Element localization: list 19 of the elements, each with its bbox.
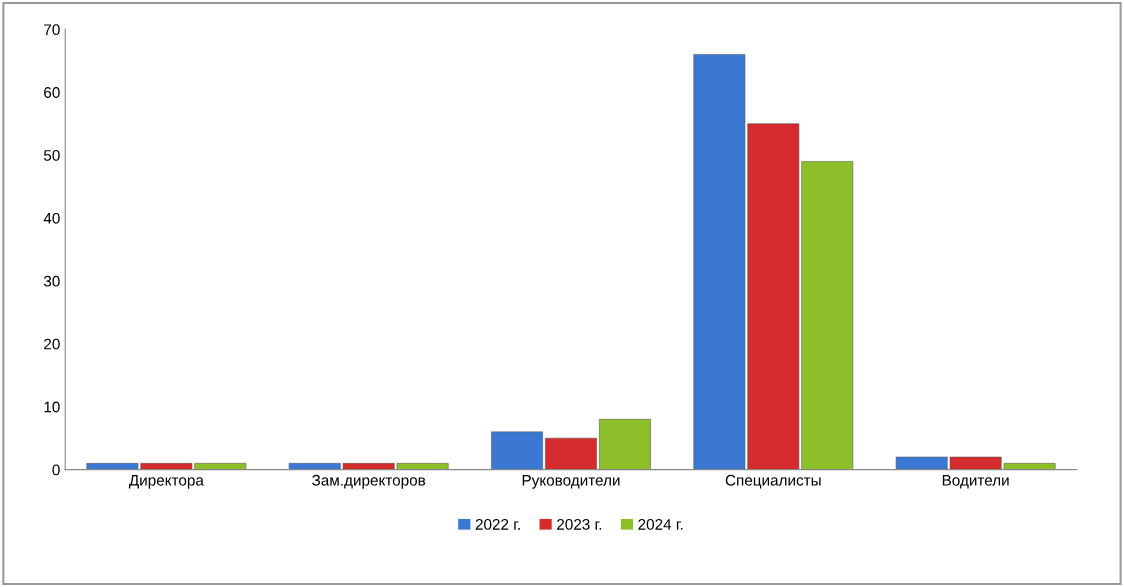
y-tick-label: 40 xyxy=(43,212,60,224)
bar xyxy=(599,419,651,470)
y-tick-label: 0 xyxy=(52,464,60,476)
x-tick-label: Водители xyxy=(942,475,1009,489)
legend-label: 2023 г. xyxy=(557,518,602,530)
y-tick-label: 50 xyxy=(43,150,60,161)
x-tick-label: Специалисты xyxy=(725,474,821,489)
bar xyxy=(545,437,597,470)
y-tick-label: 10 xyxy=(44,401,60,413)
x-tick-label: Зам.директоров xyxy=(312,474,426,489)
legend-label: 2022 г. xyxy=(475,518,520,530)
y-tick-label: 20 xyxy=(44,338,60,350)
legend-label: 2024 г. xyxy=(638,518,683,530)
x-tick-label: Директора xyxy=(128,475,204,489)
x-tick-label: Руководители xyxy=(522,475,620,489)
y-tick-label: 70 xyxy=(44,24,60,36)
y-tick-label: 60 xyxy=(44,87,60,98)
y-tick-label: 30 xyxy=(43,275,60,287)
bar xyxy=(491,431,543,470)
